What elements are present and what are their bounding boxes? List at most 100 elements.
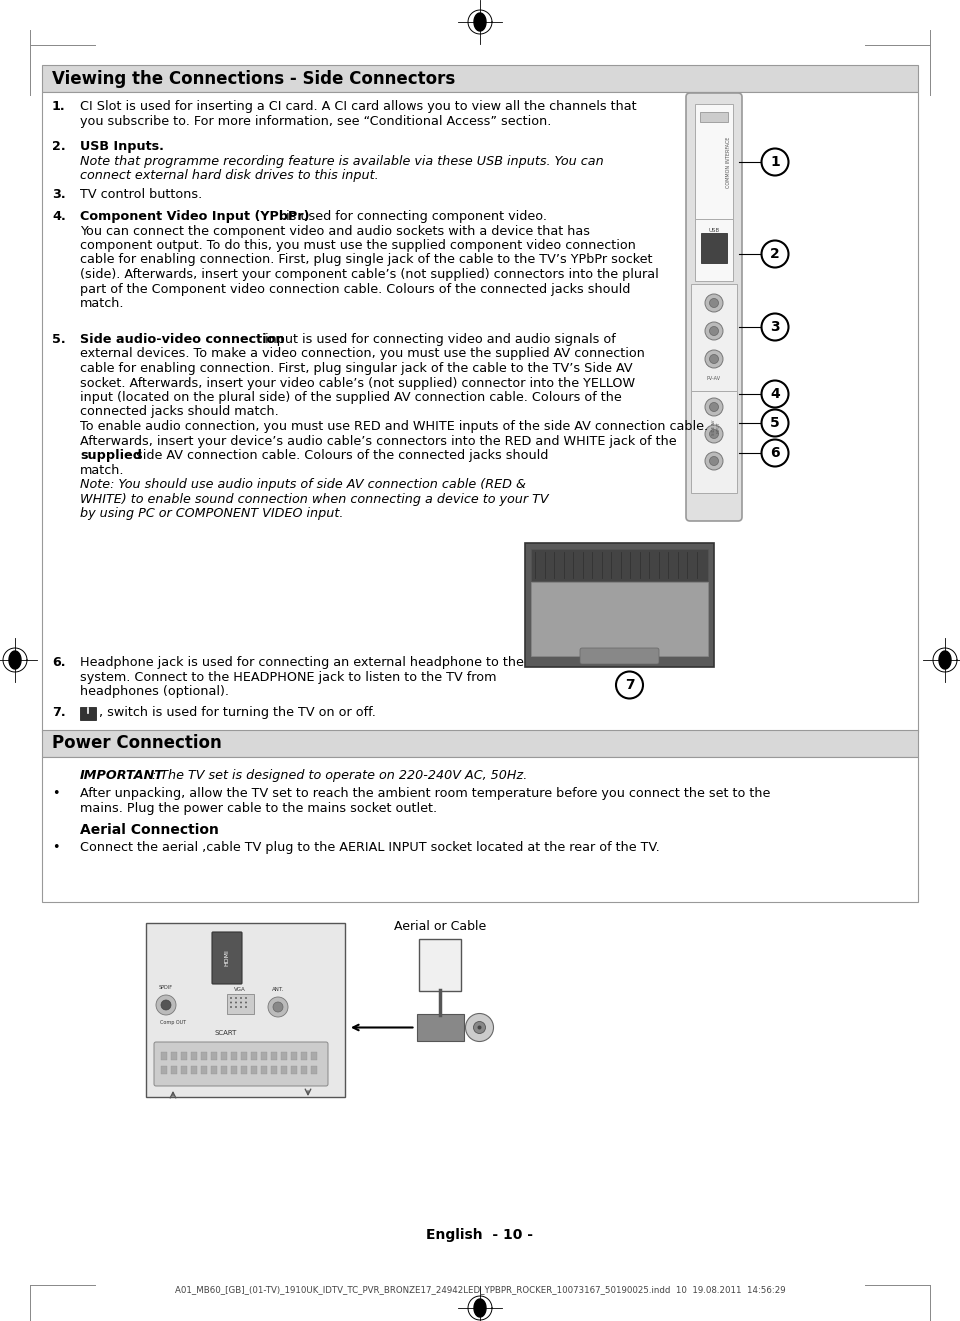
Text: component output. To do this, you must use the supplied component video connecti: component output. To do this, you must u… <box>80 239 636 252</box>
Circle shape <box>761 440 788 466</box>
FancyBboxPatch shape <box>695 104 733 221</box>
Text: mains. Plug the power cable to the mains socket outlet.: mains. Plug the power cable to the mains… <box>80 802 437 815</box>
Text: You can connect the component video and audio sockets with a device that has: You can connect the component video and … <box>80 225 590 238</box>
Circle shape <box>273 1003 283 1012</box>
Circle shape <box>705 295 723 312</box>
Text: TV control buttons.: TV control buttons. <box>80 188 203 201</box>
Circle shape <box>616 671 643 699</box>
Text: 5: 5 <box>770 416 780 431</box>
Text: COMMON INTERFACE: COMMON INTERFACE <box>726 136 731 188</box>
Circle shape <box>705 425 723 443</box>
FancyBboxPatch shape <box>42 92 918 732</box>
Text: SPDIF: SPDIF <box>159 985 173 989</box>
FancyBboxPatch shape <box>146 923 345 1096</box>
FancyBboxPatch shape <box>181 1066 187 1074</box>
FancyBboxPatch shape <box>251 1066 257 1074</box>
FancyBboxPatch shape <box>531 550 708 581</box>
FancyBboxPatch shape <box>80 707 95 720</box>
Text: Aerial or Cable: Aerial or Cable <box>394 919 486 933</box>
FancyBboxPatch shape <box>311 1066 317 1074</box>
Text: match.: match. <box>80 297 125 310</box>
Text: 5.: 5. <box>52 333 65 346</box>
Circle shape <box>761 148 788 176</box>
Text: CI Slot is used for inserting a CI card. A CI card allows you to view all the ch: CI Slot is used for inserting a CI card.… <box>80 100 636 114</box>
Text: Power Connection: Power Connection <box>52 734 222 753</box>
FancyBboxPatch shape <box>201 1066 207 1074</box>
Text: •: • <box>52 787 60 801</box>
FancyBboxPatch shape <box>417 1015 464 1041</box>
Circle shape <box>709 326 718 336</box>
Text: SIDE AV
INPUT: SIDE AV INPUT <box>711 419 720 435</box>
FancyBboxPatch shape <box>251 1052 257 1059</box>
Circle shape <box>161 1000 171 1011</box>
Text: connected jacks should match.: connected jacks should match. <box>80 406 278 419</box>
Text: 4.: 4. <box>52 210 65 223</box>
FancyBboxPatch shape <box>700 112 728 122</box>
Text: PV-AV: PV-AV <box>707 375 721 380</box>
FancyBboxPatch shape <box>419 939 461 991</box>
Circle shape <box>705 322 723 339</box>
FancyBboxPatch shape <box>301 1052 307 1059</box>
Text: (side). Afterwards, insert your component cable’s (not supplied) connectors into: (side). Afterwards, insert your componen… <box>80 268 659 281</box>
FancyBboxPatch shape <box>227 993 254 1015</box>
Circle shape <box>240 1001 242 1004</box>
Polygon shape <box>939 651 951 668</box>
Text: input (located on the plural side) of the supplied AV connection cable. Colours : input (located on the plural side) of th… <box>80 391 622 404</box>
FancyBboxPatch shape <box>291 1066 297 1074</box>
Text: 2.: 2. <box>52 140 65 153</box>
Text: 6: 6 <box>770 446 780 460</box>
FancyBboxPatch shape <box>171 1066 177 1074</box>
Circle shape <box>230 997 232 999</box>
FancyBboxPatch shape <box>211 1066 217 1074</box>
Circle shape <box>761 410 788 436</box>
Text: Component Video Input (YPbPr): Component Video Input (YPbPr) <box>80 210 309 223</box>
Text: HDMI: HDMI <box>225 950 229 967</box>
FancyBboxPatch shape <box>261 1052 267 1059</box>
FancyBboxPatch shape <box>42 757 918 902</box>
FancyBboxPatch shape <box>221 1066 227 1074</box>
Circle shape <box>230 1001 232 1004</box>
Circle shape <box>705 452 723 470</box>
Text: 1.: 1. <box>52 100 65 114</box>
Text: external devices. To make a video connection, you must use the supplied AV conne: external devices. To make a video connec… <box>80 347 645 361</box>
Polygon shape <box>474 13 486 30</box>
FancyBboxPatch shape <box>291 1052 297 1059</box>
Text: 7: 7 <box>625 678 635 692</box>
Text: cable for enabling connection. First, plug singular jack of the cable to the TV’: cable for enabling connection. First, pl… <box>80 362 633 375</box>
Circle shape <box>709 354 718 363</box>
Circle shape <box>235 1001 237 1004</box>
Text: system. Connect to the HEADPHONE jack to listen to the TV from: system. Connect to the HEADPHONE jack to… <box>80 671 496 683</box>
Text: 3: 3 <box>770 320 780 334</box>
Text: is used for connecting component video.: is used for connecting component video. <box>282 210 547 223</box>
Text: English  - 10 -: English - 10 - <box>426 1229 534 1242</box>
FancyBboxPatch shape <box>212 933 242 984</box>
Text: USB: USB <box>708 229 720 232</box>
Text: you subscribe to. For more information, see “Conditional Access” section.: you subscribe to. For more information, … <box>80 115 551 128</box>
FancyBboxPatch shape <box>281 1066 287 1074</box>
FancyBboxPatch shape <box>691 284 737 391</box>
Text: Aerial Connection: Aerial Connection <box>80 823 219 836</box>
Text: Connect the aerial ,cable TV plug to the AERIAL INPUT socket located at the rear: Connect the aerial ,cable TV plug to the… <box>80 841 660 853</box>
FancyBboxPatch shape <box>261 1066 267 1074</box>
Text: Side audio-video connection: Side audio-video connection <box>80 333 284 346</box>
FancyBboxPatch shape <box>691 391 737 493</box>
FancyBboxPatch shape <box>271 1052 277 1059</box>
FancyBboxPatch shape <box>241 1052 247 1059</box>
FancyBboxPatch shape <box>171 1052 177 1059</box>
Text: Comp OUT: Comp OUT <box>160 1020 186 1025</box>
FancyBboxPatch shape <box>154 1042 328 1086</box>
Circle shape <box>705 398 723 416</box>
Circle shape <box>709 457 718 465</box>
Text: input is used for connecting video and audio signals of: input is used for connecting video and a… <box>261 333 615 346</box>
Text: SCART: SCART <box>214 1030 237 1036</box>
Circle shape <box>473 1021 486 1033</box>
Text: Viewing the Connections - Side Connectors: Viewing the Connections - Side Connector… <box>52 70 455 87</box>
FancyBboxPatch shape <box>211 1052 217 1059</box>
Circle shape <box>245 997 247 999</box>
Text: side AV connection cable. Colours of the connected jacks should: side AV connection cable. Colours of the… <box>132 449 548 462</box>
Text: To enable audio connection, you must use RED and WHITE inputs of the side AV con: To enable audio connection, you must use… <box>80 420 708 433</box>
Text: 4: 4 <box>770 387 780 402</box>
FancyBboxPatch shape <box>525 543 714 667</box>
Circle shape <box>761 313 788 341</box>
Text: 7.: 7. <box>52 705 65 719</box>
